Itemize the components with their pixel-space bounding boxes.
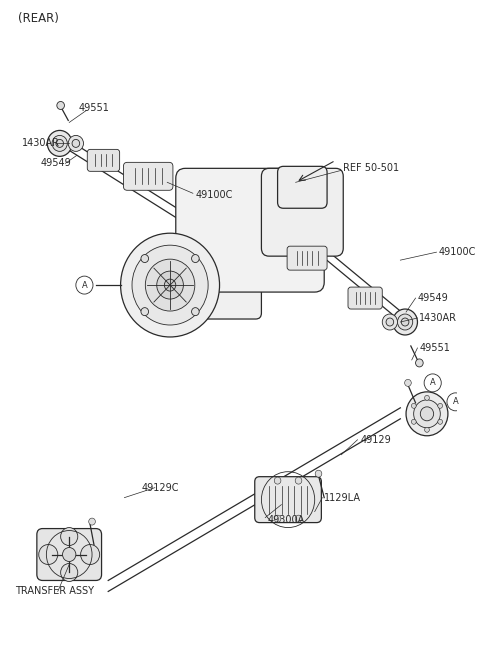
Text: 1430AR: 1430AR xyxy=(22,138,60,149)
Text: 1430AR: 1430AR xyxy=(420,313,457,323)
FancyBboxPatch shape xyxy=(87,149,120,172)
Circle shape xyxy=(68,136,84,151)
Circle shape xyxy=(274,477,281,484)
Circle shape xyxy=(141,308,149,316)
Circle shape xyxy=(157,271,183,299)
Circle shape xyxy=(295,477,302,484)
Circle shape xyxy=(405,379,411,386)
Circle shape xyxy=(60,527,78,546)
Circle shape xyxy=(425,427,430,432)
Circle shape xyxy=(57,102,64,109)
Text: (REAR): (REAR) xyxy=(18,12,59,25)
FancyBboxPatch shape xyxy=(348,287,382,309)
FancyBboxPatch shape xyxy=(287,246,327,270)
Circle shape xyxy=(406,392,448,436)
Text: 1129LA: 1129LA xyxy=(324,493,361,502)
Text: 49129C: 49129C xyxy=(142,483,179,493)
Circle shape xyxy=(164,279,176,291)
Circle shape xyxy=(411,403,416,408)
Circle shape xyxy=(438,419,443,424)
Circle shape xyxy=(89,518,96,525)
Circle shape xyxy=(401,318,409,326)
Text: A: A xyxy=(82,280,87,290)
Circle shape xyxy=(295,515,302,522)
Text: 49549: 49549 xyxy=(418,293,448,303)
Text: 49129: 49129 xyxy=(360,435,391,445)
Circle shape xyxy=(192,255,199,263)
Circle shape xyxy=(72,140,80,147)
FancyBboxPatch shape xyxy=(193,251,262,319)
FancyBboxPatch shape xyxy=(262,168,343,256)
Circle shape xyxy=(420,407,433,421)
Circle shape xyxy=(76,276,93,294)
Circle shape xyxy=(81,544,100,565)
Text: 49300A: 49300A xyxy=(267,515,304,525)
Circle shape xyxy=(447,393,464,411)
Circle shape xyxy=(62,548,76,561)
Circle shape xyxy=(393,309,418,335)
Text: A: A xyxy=(453,398,458,406)
Text: 49551: 49551 xyxy=(79,103,109,113)
Circle shape xyxy=(56,140,63,147)
Circle shape xyxy=(132,245,208,325)
FancyBboxPatch shape xyxy=(123,162,173,191)
Circle shape xyxy=(60,563,78,582)
Circle shape xyxy=(52,136,67,151)
Circle shape xyxy=(414,400,440,428)
Circle shape xyxy=(411,419,416,424)
Text: REF 50-501: REF 50-501 xyxy=(343,163,399,174)
Circle shape xyxy=(397,314,413,330)
FancyBboxPatch shape xyxy=(255,477,322,523)
Circle shape xyxy=(386,318,394,326)
Text: TRANSFER ASSY: TRANSFER ASSY xyxy=(15,586,94,597)
FancyBboxPatch shape xyxy=(277,166,327,208)
Circle shape xyxy=(382,314,397,330)
Circle shape xyxy=(424,374,441,392)
Circle shape xyxy=(120,233,219,337)
Circle shape xyxy=(192,308,199,316)
Text: 49100C: 49100C xyxy=(196,191,233,200)
Text: A: A xyxy=(430,379,435,387)
FancyBboxPatch shape xyxy=(37,529,102,580)
Circle shape xyxy=(39,544,58,565)
FancyBboxPatch shape xyxy=(176,168,324,292)
Text: 49100C: 49100C xyxy=(438,247,476,257)
Circle shape xyxy=(315,470,322,477)
Circle shape xyxy=(274,515,281,522)
Circle shape xyxy=(141,255,149,263)
Circle shape xyxy=(438,403,443,408)
Circle shape xyxy=(48,130,72,157)
Text: 49549: 49549 xyxy=(41,159,72,168)
Circle shape xyxy=(416,359,423,367)
Circle shape xyxy=(145,259,195,311)
Text: 49551: 49551 xyxy=(420,343,450,353)
Circle shape xyxy=(425,396,430,400)
